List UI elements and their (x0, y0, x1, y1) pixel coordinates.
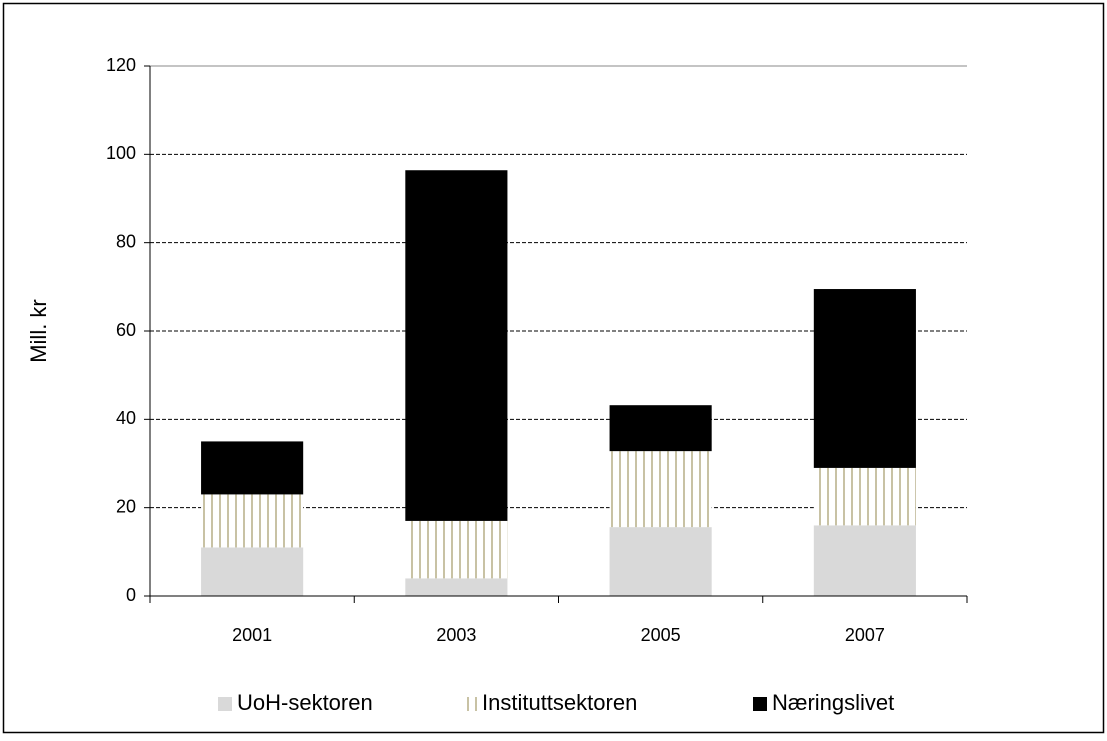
y-tick-label: 20 (116, 496, 136, 516)
legend-label: Instituttsektoren (482, 690, 637, 715)
y-axis-label: Mill. kr (26, 299, 51, 363)
x-tick-label: 2003 (436, 625, 476, 645)
bar-segment (201, 494, 304, 548)
x-tick-label: 2005 (641, 625, 681, 645)
legend-swatch (753, 697, 767, 711)
y-tick-label: 100 (106, 143, 136, 163)
legend-label: Næringslivet (772, 690, 894, 715)
y-tick-label: 40 (116, 408, 136, 428)
bar-segment (405, 170, 508, 521)
bar-segment (813, 467, 916, 526)
y-tick-label: 60 (116, 320, 136, 340)
bar-segment (405, 520, 508, 579)
bar-segment (813, 525, 916, 596)
legend-label: UoH-sektoren (237, 690, 373, 715)
legend-swatch (463, 697, 477, 711)
bar-segment (609, 405, 712, 452)
bar-segment (405, 578, 508, 596)
y-tick-label: 120 (106, 55, 136, 75)
x-tick-label: 2007 (845, 625, 885, 645)
bar-segment (609, 451, 712, 528)
bar-segment (201, 547, 304, 596)
bar-segment (609, 527, 712, 596)
y-tick-label: 80 (116, 231, 136, 251)
bar-segment (813, 289, 916, 468)
legend-swatch (218, 697, 232, 711)
y-tick-label: 0 (126, 585, 136, 605)
bar-segment (201, 441, 304, 495)
x-tick-label: 2001 (232, 625, 272, 645)
